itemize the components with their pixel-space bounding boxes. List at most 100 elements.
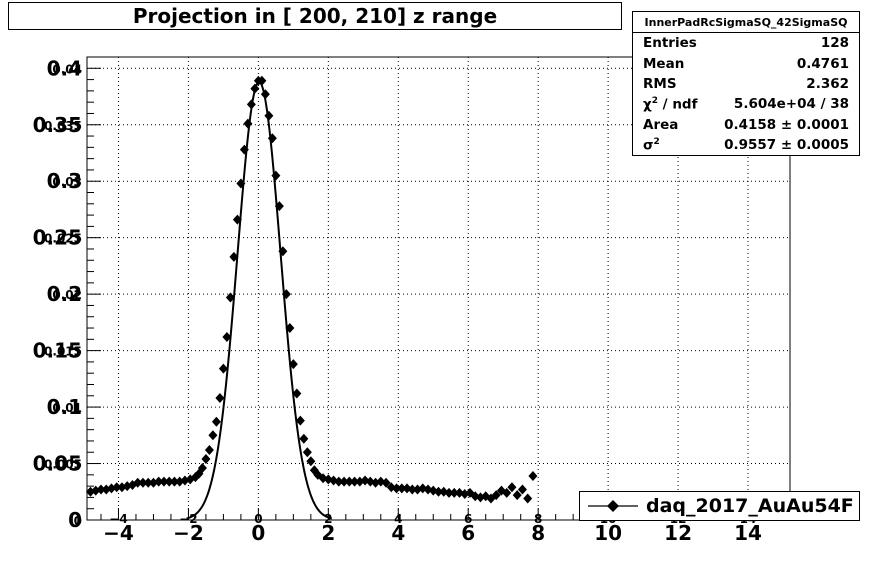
- y-tick-label: 0.35: [33, 113, 82, 137]
- data-point: [507, 482, 517, 493]
- stats-value: 0.9557 ± 0.0005: [724, 137, 849, 154]
- data-point: [444, 487, 454, 498]
- data-point: [528, 470, 538, 481]
- data-point: [491, 490, 501, 501]
- y-tick-label: 0.4: [47, 56, 82, 80]
- data-point: [201, 454, 211, 465]
- data-point: [154, 476, 164, 487]
- data-point: [392, 483, 402, 494]
- x-tick-label: −2: [173, 521, 204, 545]
- y-tick-label: 0.3: [47, 169, 82, 193]
- data-point: [271, 170, 281, 181]
- legend-marker-icon: [588, 500, 638, 512]
- data-point: [306, 456, 316, 467]
- data-point: [159, 476, 169, 487]
- stats-row: σ2 0.9557 ± 0.0005: [633, 135, 859, 155]
- stats-value: 128: [820, 35, 849, 52]
- x-tick-label: 0: [251, 521, 265, 545]
- y-tick-inner-label: 0.03: [52, 175, 82, 189]
- y-tick-inner-label: 0.015: [44, 345, 82, 359]
- data-point: [250, 83, 260, 94]
- y-tick-inner-label: 0.02: [52, 288, 82, 302]
- data-point: [264, 110, 274, 121]
- x-tick-inner-label: 2: [324, 512, 332, 526]
- data-point: [334, 476, 344, 487]
- x-tick-label: 4: [391, 521, 405, 545]
- stats-row: Area 0.4158 ± 0.0001: [633, 115, 859, 135]
- stats-value: 5.604e+04 / 38: [733, 96, 849, 113]
- y-tick-label: 0: [68, 508, 82, 532]
- data-point: [138, 477, 148, 488]
- stats-label: Mean: [643, 55, 685, 72]
- data-point: [449, 487, 459, 498]
- legend-label: daq_2017_AuAu54F: [646, 495, 854, 517]
- x-tick-label: 12: [664, 521, 692, 545]
- data-point: [397, 483, 407, 494]
- data-point: [112, 482, 122, 493]
- y-tick-label: 0.15: [33, 339, 82, 363]
- stats-row: Entries 128: [633, 33, 859, 53]
- data-point: [215, 393, 225, 404]
- data-point: [285, 323, 295, 334]
- axes: −4−4−2−20022446688101012121414000.050.00…: [33, 56, 784, 545]
- stats-label: Entries: [643, 35, 697, 52]
- data-point: [274, 201, 284, 212]
- stats-label: σ2: [643, 136, 660, 154]
- data-point: [295, 415, 305, 426]
- stats-label: χ2 / ndf: [643, 96, 698, 113]
- y-tick-inner-label: 0.01: [52, 401, 82, 415]
- x-tick-inner-label: −4: [109, 512, 127, 526]
- data-point: [239, 144, 249, 155]
- data-point: [502, 487, 512, 498]
- data-point: [292, 388, 302, 399]
- stats-row: RMS 2.362: [633, 74, 859, 94]
- data-point: [218, 363, 228, 374]
- stats-row: Mean 0.4761: [633, 53, 859, 73]
- data-point: [229, 251, 239, 262]
- chart-title: Projection in [ 200, 210] z range: [8, 2, 622, 30]
- data-point: [243, 118, 253, 129]
- data-point: [204, 444, 214, 455]
- stats-value: 0.4761: [796, 55, 849, 72]
- data-point: [211, 416, 221, 427]
- y-tick-inner-label: 0.005: [44, 458, 82, 472]
- data-point: [299, 433, 309, 444]
- x-tick-label: 2: [321, 521, 335, 545]
- data-markers: [85, 75, 538, 504]
- x-tick-inner-label: 6: [464, 512, 472, 526]
- x-tick-inner-label: 0: [254, 512, 262, 526]
- chart-title-text: Projection in [ 200, 210] z range: [132, 4, 498, 28]
- data-point: [232, 214, 242, 225]
- x-tick-label: 8: [531, 521, 545, 545]
- data-point: [434, 486, 443, 497]
- y-tick-inner-label: 0.035: [44, 119, 82, 133]
- stats-rows: Entries 128 Mean 0.4761 RMS 2.362 χ2 / ndf 5.60…: [633, 33, 859, 155]
- data-point: [143, 477, 153, 488]
- data-point: [197, 463, 207, 474]
- data-point: [267, 133, 277, 144]
- data-point: [344, 476, 354, 487]
- data-point: [278, 246, 288, 257]
- x-tick-label: −4: [103, 521, 134, 545]
- y-tick-label: 0.1: [47, 395, 82, 419]
- stats-title: InnerPadRcSigmaSQ_42SigmaSQ: [633, 12, 859, 33]
- y-tick-label: 0.05: [33, 452, 82, 476]
- stats-label: RMS: [643, 75, 677, 92]
- data-point: [236, 178, 246, 189]
- data-point: [339, 476, 349, 487]
- x-tick-label: 10: [594, 521, 622, 545]
- data-point: [407, 484, 417, 495]
- data-point: [512, 490, 522, 501]
- data-point: [523, 493, 533, 504]
- data-point: [288, 359, 298, 370]
- stats-label: Area: [643, 116, 679, 133]
- data-point: [133, 477, 143, 488]
- data-point: [517, 484, 527, 495]
- data-point: [281, 289, 291, 300]
- y-tick-label: 0.25: [33, 226, 82, 250]
- data-point: [222, 332, 232, 343]
- y-tick-inner-label: 0: [74, 514, 82, 528]
- x-tick-label: 6: [461, 521, 475, 545]
- stats-row: χ2 / ndf 5.604e+04 / 38: [633, 94, 859, 114]
- data-point: [381, 477, 391, 488]
